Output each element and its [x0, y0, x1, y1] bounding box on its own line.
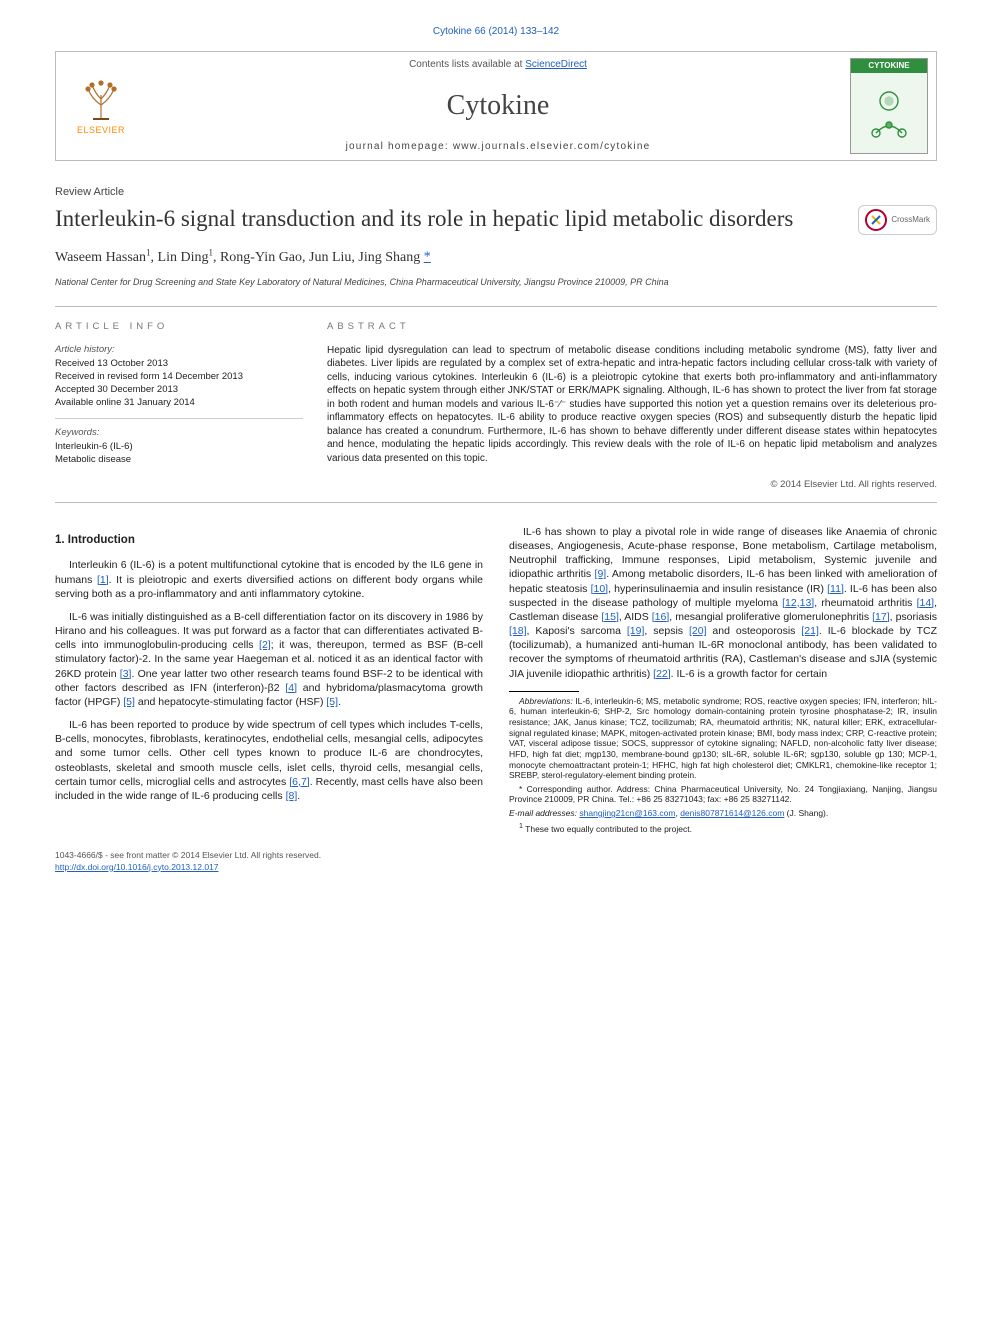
crossmark-icon [865, 209, 887, 231]
footnote-equal-contrib: 1 These two equally contributed to the p… [509, 822, 937, 834]
publisher-name: ELSEVIER [77, 124, 125, 136]
front-matter-footer: 1043-4666/$ - see front matter © 2014 El… [55, 850, 937, 873]
history-revised: Received in revised form 14 December 201… [55, 371, 303, 384]
article-title: Interleukin-6 signal transduction and it… [55, 205, 844, 234]
footnote-abbreviations: Abbreviations: IL-6, interleukin-6; MS, … [509, 696, 937, 781]
crossmark-label: CrossMark [891, 215, 930, 226]
journal-name: Cytokine [447, 87, 550, 125]
footnote-rule [509, 691, 579, 692]
ref-10-link[interactable]: [10] [591, 583, 609, 595]
cover-banner: CYTOKINE [851, 59, 927, 74]
ref-2-link[interactable]: [2] [259, 639, 271, 651]
ref-11-link[interactable]: [11] [827, 583, 844, 595]
sciencedirect-link[interactable]: ScienceDirect [525, 59, 587, 70]
ref-4-link[interactable]: [4] [285, 682, 297, 694]
intro-para-4: IL-6 has shown to play a pivotal role in… [509, 525, 937, 681]
journal-homepage: journal homepage: www.journals.elsevier.… [346, 140, 651, 154]
article-info-column: ARTICLE INFO Article history: Received 1… [55, 321, 303, 502]
masthead: ELSEVIER Contents lists available at Sci… [55, 51, 937, 161]
ref-16-link[interactable]: [16] [652, 611, 670, 623]
footnote-corresponding: * Corresponding author. Address: China P… [509, 784, 937, 805]
elsevier-tree-icon [78, 75, 124, 121]
footnote-emails: E-mail addresses: shangjing21cn@163.com,… [509, 808, 937, 819]
crossmark-badge[interactable]: CrossMark [858, 205, 937, 235]
email-1-link[interactable]: shangjing21cn@163.com [579, 808, 675, 818]
ref-15-link[interactable]: [15] [601, 611, 619, 623]
ref-3-link[interactable]: [3] [120, 668, 132, 680]
masthead-center: Contents lists available at ScienceDirec… [146, 52, 850, 160]
footnotes: Abbreviations: IL-6, interleukin-6; MS, … [509, 696, 937, 834]
homepage-prefix: journal homepage: [346, 141, 453, 152]
keyword-2: Metabolic disease [55, 454, 303, 467]
ref-21-link[interactable]: [21] [801, 625, 819, 637]
ref-9-link[interactable]: [9] [595, 568, 607, 580]
contents-line: Contents lists available at ScienceDirec… [409, 58, 587, 72]
ref-6-7-link[interactable]: [6,7] [289, 776, 309, 788]
history-label: Article history: [55, 344, 303, 357]
ref-20-link[interactable]: [20] [689, 625, 707, 637]
ref-14-link[interactable]: [14] [917, 597, 935, 609]
ref-17-link[interactable]: [17] [872, 611, 890, 623]
ref-8-link[interactable]: [8] [286, 790, 298, 802]
abstract-heading: ABSTRACT [327, 321, 937, 334]
email-label: E-mail addresses: [509, 808, 579, 818]
abstract-text: Hepatic lipid dysregulation can lead to … [327, 344, 937, 466]
abstract-column: ABSTRACT Hepatic lipid dysregulation can… [327, 321, 937, 502]
ref-5b-link[interactable]: [5] [326, 696, 338, 708]
section-heading-intro: 1. Introduction [55, 533, 483, 549]
ref-19-link[interactable]: [19] [627, 625, 645, 637]
contents-prefix: Contents lists available at [409, 59, 525, 70]
author-list: Waseem Hassan1, Lin Ding1, Rong-Yin Gao,… [55, 246, 937, 268]
ref-22-link[interactable]: [22] [653, 668, 671, 680]
article-info-heading: ARTICLE INFO [55, 321, 303, 334]
abstract-copyright: © 2014 Elsevier Ltd. All rights reserved… [327, 473, 937, 502]
affiliation: National Center for Drug Screening and S… [55, 276, 937, 288]
doi-link[interactable]: http://dx.doi.org/10.1016/j.cyto.2013.12… [55, 862, 219, 872]
intro-para-2: IL-6 was initially distinguished as a B-… [55, 610, 483, 709]
journal-reference: Cytokine 66 (2014) 133–142 [55, 25, 937, 39]
intro-para-3: IL-6 has been reported to produce by wid… [55, 718, 483, 803]
homepage-url[interactable]: www.journals.elsevier.com/cytokine [453, 141, 651, 152]
ref-1-link[interactable]: [1] [97, 574, 109, 586]
keyword-1: Interleukin-6 (IL-6) [55, 441, 303, 454]
authors-names: Waseem Hassan1, Lin Ding1, Rong-Yin Gao,… [55, 250, 420, 265]
publisher-logo-block: ELSEVIER [56, 52, 146, 160]
article-body: 1. Introduction Interleukin 6 (IL-6) is … [55, 525, 937, 834]
issn-line: 1043-4666/$ - see front matter © 2014 El… [55, 850, 937, 861]
ref-18-link[interactable]: [18] [509, 625, 527, 637]
journal-cover-thumbnail: CYTOKINE [850, 58, 928, 154]
email-2-link[interactable]: denis807871614@126.com [680, 808, 784, 818]
history-received: Received 13 October 2013 [55, 358, 303, 371]
keywords-label: Keywords: [55, 427, 303, 440]
history-accepted: Accepted 30 December 2013 [55, 384, 303, 397]
ref-5-link[interactable]: [5] [123, 696, 135, 708]
intro-para-1: Interleukin 6 (IL-6) is a potent multifu… [55, 558, 483, 601]
history-online: Available online 31 January 2014 [55, 397, 303, 410]
cover-art-icon [851, 73, 927, 152]
ref-12-13-link[interactable]: [12,13] [782, 597, 814, 609]
abbrev-label: Abbreviations: [519, 696, 573, 706]
article-type: Review Article [55, 185, 937, 200]
corresponding-author-symbol[interactable]: * [424, 250, 431, 265]
